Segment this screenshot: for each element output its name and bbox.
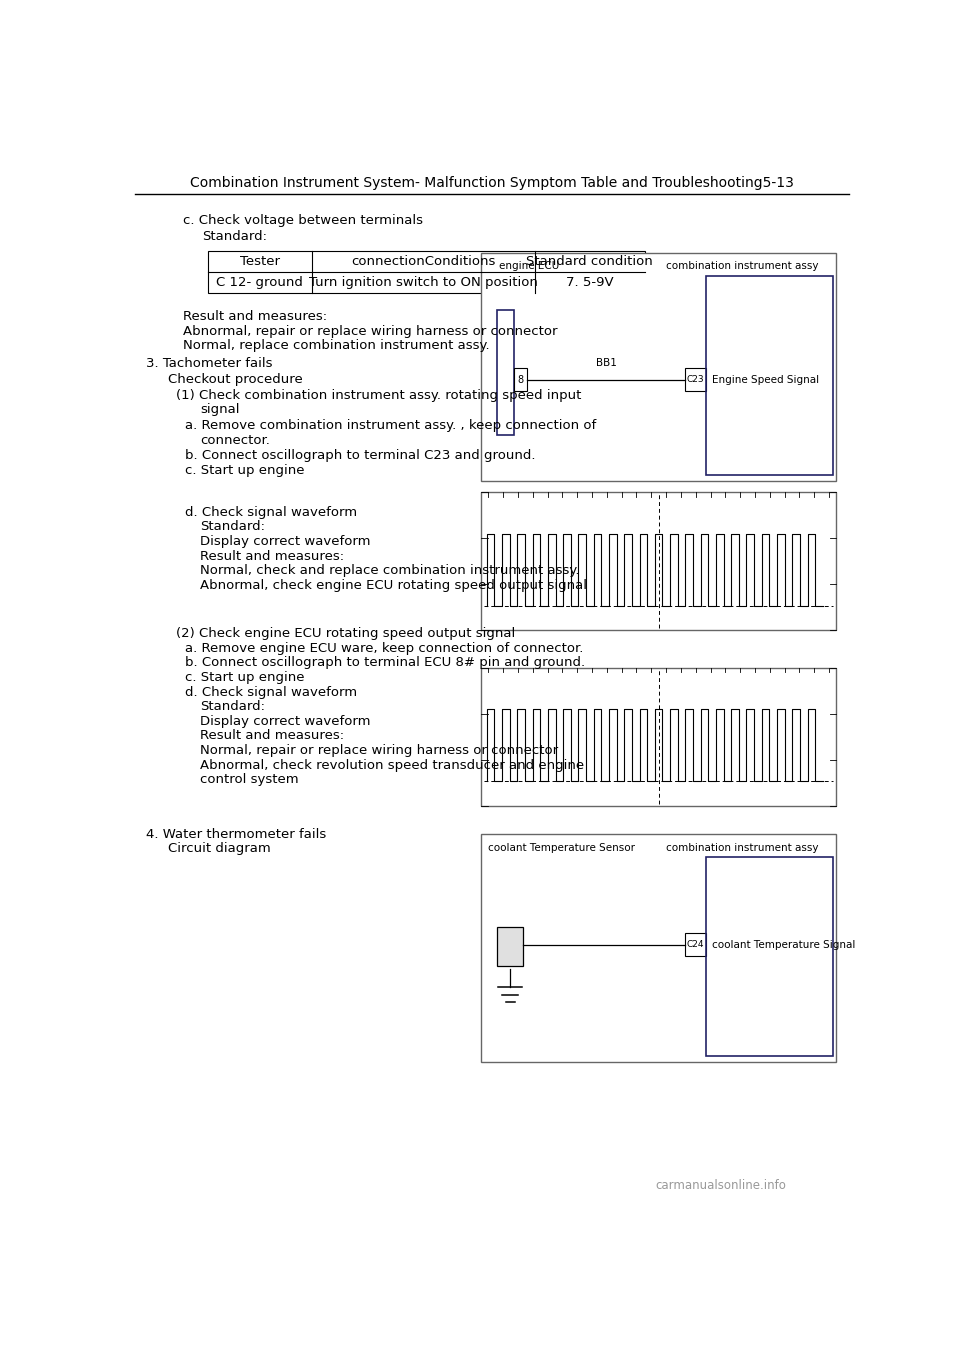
Text: Tester: Tester xyxy=(240,255,280,268)
Text: Normal, repair or replace wiring harness or connector: Normal, repair or replace wiring harness… xyxy=(201,744,559,758)
Bar xyxy=(685,368,707,391)
Text: Result and measures:: Result and measures: xyxy=(201,550,345,562)
Text: a. Remove combination instrument assy. , keep connection of: a. Remove combination instrument assy. ,… xyxy=(185,418,597,432)
Text: Result and measures:: Result and measures: xyxy=(201,729,345,743)
Text: Display correct waveform: Display correct waveform xyxy=(201,714,371,728)
Text: combination instrument assy: combination instrument assy xyxy=(666,262,818,272)
Text: Standard condition: Standard condition xyxy=(526,255,653,268)
Text: (2) Check engine ECU rotating speed output signal: (2) Check engine ECU rotating speed outp… xyxy=(176,627,516,640)
Text: Result and measures:: Result and measures: xyxy=(183,310,327,323)
Bar xyxy=(481,493,836,630)
Text: Normal, replace combination instrument assy.: Normal, replace combination instrument a… xyxy=(183,340,490,353)
Text: c. Start up engine: c. Start up engine xyxy=(185,671,305,684)
Bar xyxy=(707,276,833,474)
Text: b. Connect oscillograph to terminal ECU 8# pin and ground.: b. Connect oscillograph to terminal ECU … xyxy=(185,656,586,669)
Text: 3. Tachometer fails: 3. Tachometer fails xyxy=(146,357,273,371)
Text: (1) Check combination instrument assy. rotating speed input: (1) Check combination instrument assy. r… xyxy=(176,388,581,402)
Text: connector.: connector. xyxy=(201,433,270,447)
Bar xyxy=(685,933,707,956)
Text: Turn ignition switch to ON position: Turn ignition switch to ON position xyxy=(309,276,538,289)
Bar xyxy=(514,368,527,391)
Text: d. Check signal waveform: d. Check signal waveform xyxy=(185,686,357,698)
Bar xyxy=(481,668,836,807)
Text: C 12- ground: C 12- ground xyxy=(216,276,303,289)
Bar xyxy=(481,253,836,481)
Text: a. Remove engine ECU ware, keep connection of connector.: a. Remove engine ECU ware, keep connecti… xyxy=(185,641,584,655)
Text: d. Check signal waveform: d. Check signal waveform xyxy=(185,505,357,519)
Bar xyxy=(707,857,833,1057)
Text: 4. Water thermometer fails: 4. Water thermometer fails xyxy=(146,828,326,841)
Text: 8: 8 xyxy=(517,375,523,384)
Text: Circuit diagram: Circuit diagram xyxy=(168,842,271,856)
Text: Display correct waveform: Display correct waveform xyxy=(201,535,371,549)
Text: Normal, check and replace combination instrument assy.: Normal, check and replace combination in… xyxy=(201,565,580,577)
Text: Engine Speed Signal: Engine Speed Signal xyxy=(712,375,819,384)
Text: connectionConditions: connectionConditions xyxy=(351,255,495,268)
Text: carmanualsonline.info: carmanualsonline.info xyxy=(656,1179,786,1192)
Text: Abnormal, check engine ECU rotating speed output signal: Abnormal, check engine ECU rotating spee… xyxy=(201,579,588,592)
Text: Standard:: Standard: xyxy=(202,230,267,243)
Bar xyxy=(481,834,836,1062)
Text: Combination Instrument System- Malfunction Symptom Table and Troubleshooting5-13: Combination Instrument System- Malfuncti… xyxy=(190,175,794,190)
Text: engine ECU: engine ECU xyxy=(499,262,560,272)
Text: BB1: BB1 xyxy=(596,359,616,368)
Text: c. Check voltage between terminals: c. Check voltage between terminals xyxy=(183,215,423,227)
Bar xyxy=(207,251,644,292)
Text: Standard:: Standard: xyxy=(201,520,265,534)
Text: coolant Temperature Sensor: coolant Temperature Sensor xyxy=(489,843,636,853)
Text: Abnormal, check revolution speed transducer and engine: Abnormal, check revolution speed transdu… xyxy=(201,759,585,771)
Text: signal: signal xyxy=(201,403,240,417)
Text: b. Connect oscillograph to terminal C23 and ground.: b. Connect oscillograph to terminal C23 … xyxy=(185,449,536,462)
Text: C24: C24 xyxy=(687,940,705,949)
Bar xyxy=(497,310,514,436)
Text: 7. 5-9V: 7. 5-9V xyxy=(566,276,613,289)
Text: Abnormal, repair or replace wiring harness or connector: Abnormal, repair or replace wiring harne… xyxy=(183,325,558,338)
Text: control system: control system xyxy=(201,774,299,786)
Text: combination instrument assy: combination instrument assy xyxy=(666,843,818,853)
Text: Standard:: Standard: xyxy=(201,701,265,713)
Text: Checkout procedure: Checkout procedure xyxy=(168,373,303,386)
Text: C23: C23 xyxy=(687,375,705,384)
Text: c. Start up engine: c. Start up engine xyxy=(185,464,305,477)
Text: coolant Temperature Signal: coolant Temperature Signal xyxy=(712,940,855,949)
Bar xyxy=(497,926,523,967)
